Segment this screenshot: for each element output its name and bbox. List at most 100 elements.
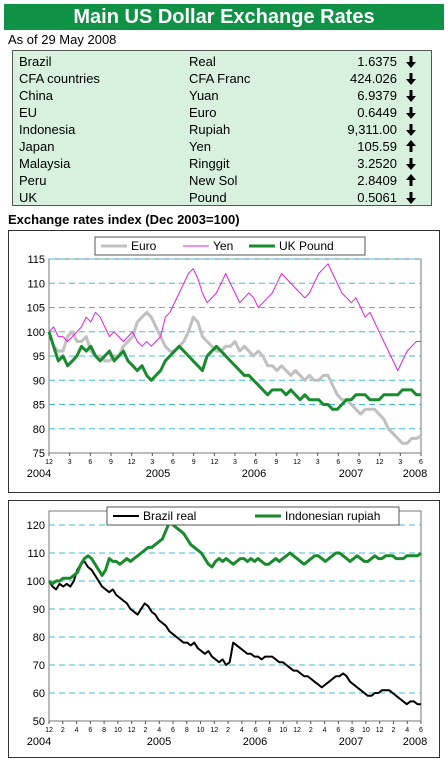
year-label: 2006 <box>242 468 266 480</box>
series-line-brazil-real <box>48 560 421 706</box>
x-tick-label: 9 <box>274 459 278 466</box>
arrow-down-icon <box>405 155 417 172</box>
x-tick-label: 2 <box>226 727 230 734</box>
x-tick-label: 12 <box>376 459 384 466</box>
arrow-down-icon <box>405 104 417 121</box>
legend-label: Brazil real <box>143 509 196 523</box>
country-name: UK <box>19 190 38 205</box>
index-chart: 75 80 85 90 95 100 105 110 115 12 3 6 9 12 3 6 9 12 3 6 9 12 3… <box>8 230 440 493</box>
currency-name: Yuan <box>189 88 219 103</box>
x-tick-label: 6 <box>336 727 340 734</box>
legend-label: Yen <box>213 239 233 253</box>
country-name: Japan <box>19 139 55 154</box>
arrow-down-icon <box>405 121 417 138</box>
rate-row: EU Euro 0.6449 <box>13 104 431 121</box>
currency-name: Rupiah <box>189 122 231 137</box>
x-tick-label: 10 <box>114 727 122 734</box>
x-tick-label: 4 <box>75 727 79 734</box>
y-tick-label: 80 <box>33 424 45 436</box>
x-tick-label: 3 <box>398 459 402 466</box>
x-tick-label: 8 <box>185 727 189 734</box>
x-tick-label: 6 <box>254 727 258 734</box>
y-tick-label: 85 <box>33 400 45 412</box>
rate-row: CFA countries CFA Franc 424.026 <box>13 70 431 87</box>
x-tick-label: 4 <box>240 727 244 734</box>
x-tick-label: 10 <box>279 727 287 734</box>
legend-box <box>106 506 400 526</box>
arrow-down-icon <box>405 53 417 70</box>
x-tick-label: 4 <box>405 727 409 734</box>
y-tick-label: 60 <box>33 688 45 700</box>
x-tick-label: 12 <box>210 727 218 734</box>
country-name: China <box>19 88 53 103</box>
x-tick-label: 12 <box>45 459 53 466</box>
series-line-euro <box>47 310 422 445</box>
rate-value: 9,311.00 <box>347 122 397 137</box>
year-label: 2007 <box>339 468 363 480</box>
x-tick-label: 12 <box>210 459 218 466</box>
rate-value: 3.2520 <box>357 156 397 171</box>
x-tick-label: 8 <box>350 727 354 734</box>
series-line-uk-pound <box>47 331 421 411</box>
year-label: 2005 <box>147 736 171 748</box>
year-label: 2004 <box>27 468 51 480</box>
rate-value: 424.026 <box>350 71 397 86</box>
y-tick-label: 120 <box>27 520 45 532</box>
y-tick-label: 105 <box>27 303 45 315</box>
y-tick-label: 100 <box>27 327 45 339</box>
legend-label: Euro <box>131 239 157 253</box>
currency-name: Yen <box>189 139 211 154</box>
y-tick-label: 70 <box>33 660 45 672</box>
currency-name: New Sol <box>189 173 238 188</box>
arrow-down-icon <box>405 87 417 104</box>
x-tick-label: 6 <box>419 727 423 734</box>
x-tick-label: 2 <box>309 727 313 734</box>
y-tick-label: 90 <box>33 375 45 387</box>
rates-table: Brazil Real 1.6375 CFA countries CFA Franc 42… <box>12 50 432 206</box>
legend-box <box>94 236 366 256</box>
index-chart-title: Exchange rates index (Dec 2003=100) <box>8 212 240 227</box>
country-name: EU <box>19 105 38 120</box>
arrow-down-icon <box>405 70 417 87</box>
x-tick-label: 2 <box>143 727 147 734</box>
y-tick-label: 100 <box>27 576 45 588</box>
arrow-up-icon <box>405 138 417 155</box>
year-label: 2004 <box>27 736 51 748</box>
x-tick-label: 6 <box>254 459 258 466</box>
rate-row: Indonesia Rupiah 9,311.00 <box>13 121 431 138</box>
x-tick-label: 12 <box>293 727 301 734</box>
y-tick-label: 80 <box>33 632 45 644</box>
x-tick-label: 3 <box>316 459 320 466</box>
currency-chart-svg: 50 60 70 80 90 100 110 120 12 2 4 6 8 10 12 2 4 6 8 10 12 2 4 6… <box>27 506 427 748</box>
currency-name: CFA Franc <box>189 71 251 86</box>
y-tick-label: 110 <box>27 278 45 290</box>
series-line-yen <box>48 263 421 372</box>
x-tick-label: 6 <box>419 459 423 466</box>
x-tick-label: 6 <box>171 459 175 466</box>
series-line-indonesian-rupiah <box>48 520 422 586</box>
x-tick-label: 3 <box>150 459 154 466</box>
x-tick-label: 9 <box>357 459 361 466</box>
country-name: Peru <box>19 173 47 188</box>
country-name: Brazil <box>19 54 52 69</box>
y-tick-label: 115 <box>27 254 45 266</box>
country-name: CFA countries <box>19 71 100 86</box>
x-tick-label: 12 <box>45 727 53 734</box>
country-name: Malaysia <box>19 156 71 171</box>
y-tick-label: 75 <box>33 448 45 460</box>
rate-row: Peru New Sol 2.8409 <box>13 172 431 189</box>
rate-value: 1.6375 <box>357 54 397 69</box>
year-label: 2006 <box>243 736 267 748</box>
x-tick-label: 10 <box>197 727 205 734</box>
rate-value: 6.9379 <box>357 88 397 103</box>
x-tick-label: 12 <box>293 459 301 466</box>
arrow-up-icon <box>405 172 417 189</box>
x-tick-label: 9 <box>109 459 113 466</box>
x-tick-label: 6 <box>336 459 340 466</box>
rate-row: Brazil Real 1.6375 <box>13 53 431 70</box>
page-title: Main US Dollar Exchange Rates <box>4 4 444 30</box>
year-label: 2005 <box>146 468 170 480</box>
year-label: 2008 <box>403 468 427 480</box>
x-tick-label: 4 <box>323 727 327 734</box>
country-name: Indonesia <box>19 122 76 137</box>
